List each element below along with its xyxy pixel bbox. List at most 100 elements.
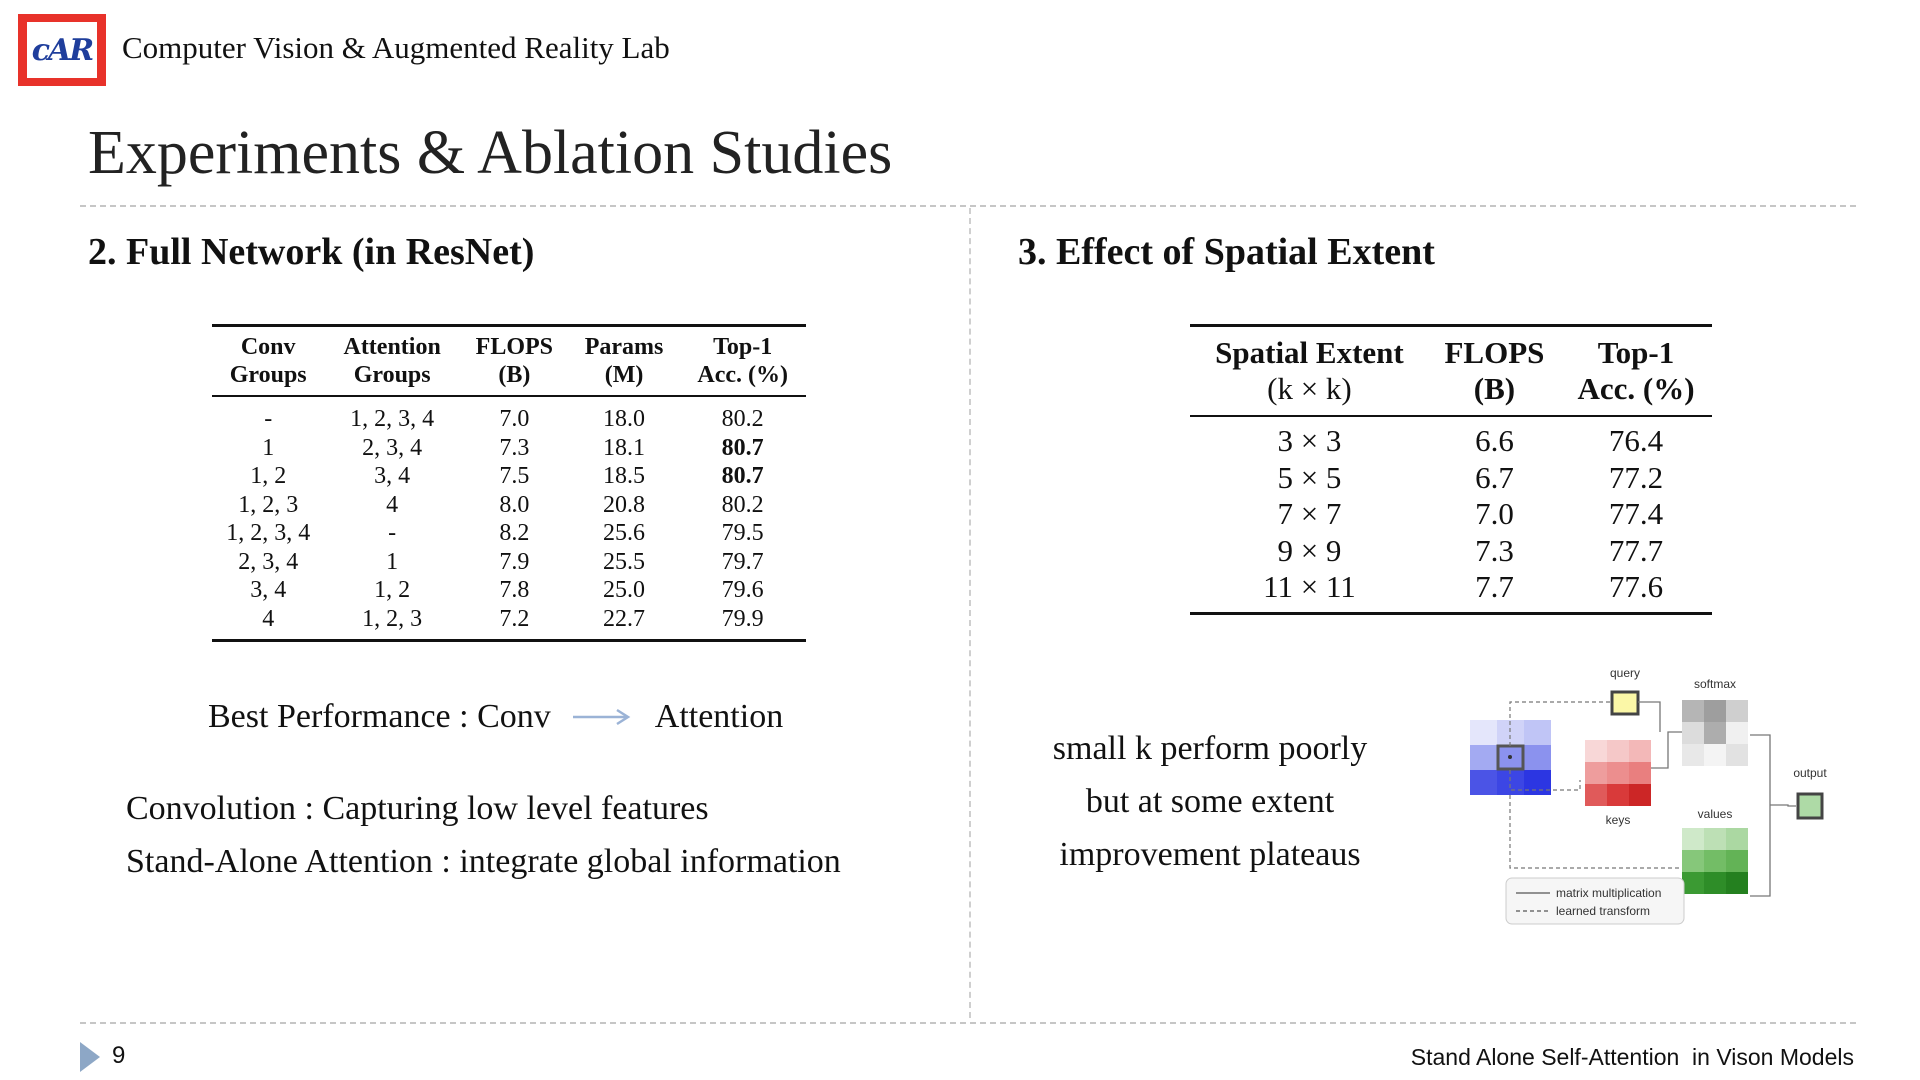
table-cell: 7.2	[459, 604, 569, 642]
table-row: - 1, 2, 3, 4 7.0 18.0 80.2	[212, 396, 806, 434]
diagram-legend: matrix multiplication learned transform	[1505, 877, 1685, 925]
table-cell: 77.6	[1560, 569, 1712, 615]
table-cell: 1, 2, 3	[324, 604, 460, 642]
header-flops: FLOPS (B)	[1428, 324, 1561, 417]
table-cell: 79.7	[721, 548, 764, 575]
page-number: 9	[112, 1042, 126, 1069]
table-cell-best: 80.7	[721, 434, 764, 461]
remark-line: improvement plateaus	[1059, 836, 1361, 873]
query-label: query	[1610, 666, 1640, 680]
footer-divider	[80, 1022, 1856, 1024]
table-cell: 7.7	[1428, 569, 1561, 615]
table-cell: 6.6	[1475, 423, 1514, 458]
table-cell: 18.0	[603, 406, 646, 432]
query-cell	[1610, 690, 1640, 716]
header-top1: Top-1 Acc. (%)	[679, 324, 806, 397]
table-cell: 7.0	[1475, 496, 1514, 531]
attention-diagram: query keys softmax values output matrix …	[1470, 666, 1827, 925]
best-performance-target: Attention	[654, 698, 784, 735]
table-cell: 3, 4	[374, 463, 411, 489]
table-cell: 80.2	[721, 491, 764, 518]
table-cell: 1, 2	[374, 577, 411, 603]
table-cell: 77.7	[1608, 532, 1664, 568]
table-row: 1, 2, 3 4 8.0 20.8 80.2	[212, 491, 806, 520]
table-cell: 20.8	[603, 491, 646, 518]
table-cell: 7.3	[1475, 532, 1514, 568]
table-cell: 7.5	[499, 463, 530, 489]
keys-label: keys	[1606, 813, 1631, 827]
table-cell: 7.0	[499, 406, 530, 432]
footer-title: Stand Alone Self-Attention in Vison Mode…	[1410, 1044, 1854, 1070]
convolution-note: Convolution : Capturing low level featur…	[126, 790, 709, 827]
output-label: output	[1793, 766, 1827, 780]
column-divider	[969, 208, 971, 1018]
table-row: 3 × 3 6.6 76.4	[1190, 416, 1712, 460]
spatial-extent-remark: small k perform poorly but at some exten…	[1000, 722, 1420, 881]
table-row: 1, 2, 3, 4 - 8.2 25.6 79.5	[212, 519, 806, 548]
footer-triangle-icon	[80, 1042, 100, 1072]
values-grid	[1682, 828, 1748, 894]
table-cell: -	[264, 406, 273, 432]
table-cell: 9 × 9	[1277, 532, 1342, 568]
table-cell: 11 × 11	[1190, 569, 1429, 615]
header-conv-groups: Conv Groups	[212, 324, 325, 397]
lab-name: Computer Vision & Augmented Reality Lab	[122, 30, 670, 65]
table-cell: 1, 2, 3, 4	[226, 520, 311, 546]
table-cell: 1	[386, 548, 399, 575]
right-arrow-icon	[572, 708, 631, 726]
table-row: 5 × 5 6.7 77.2	[1190, 460, 1712, 497]
table-cell: 77.4	[1608, 496, 1664, 531]
table-row: 7 × 7 7.0 77.4	[1190, 496, 1712, 533]
attention-note: Stand-Alone Attention : integrate global…	[126, 843, 841, 880]
table-row: 4 1, 2, 3 7.2 22.7 79.9	[212, 604, 806, 642]
spatial-extent-table: Spatial Extent (k × k) FLOPS (B) Top-1 Acc.…	[1190, 324, 1712, 615]
table-cell-best: 80.7	[721, 463, 764, 489]
table-cell: 1, 2, 3	[238, 491, 299, 518]
table-cell: 79.5	[721, 520, 764, 546]
table-row: 1 2, 3, 4 7.3 18.1 80.7	[212, 434, 806, 463]
header-spatial-extent: Spatial Extent (k × k)	[1190, 324, 1429, 417]
remark-line: but at some extent	[1085, 783, 1335, 820]
table-cell: 8.0	[499, 491, 530, 518]
learned-transform-lines	[1509, 701, 1690, 869]
table-cell: 18.1	[603, 434, 646, 461]
legend-dashed-label: learned transform	[1556, 904, 1650, 918]
slide-title: Experiments & Ablation Studies	[88, 119, 893, 187]
table-cell: 25.0	[603, 577, 646, 603]
values-label: values	[1698, 807, 1733, 821]
table-row: 9 × 9 7.3 77.7	[1190, 533, 1712, 570]
table-header-row: Spatial Extent (k × k) FLOPS (B) Top-1 Acc.…	[1190, 324, 1712, 417]
header-flops: FLOPS (B)	[459, 324, 569, 397]
table-cell: 5 × 5	[1277, 459, 1342, 495]
header-params: Params (M)	[568, 324, 680, 397]
table-cell: 79.9	[679, 604, 806, 642]
softmax-label: softmax	[1694, 677, 1736, 691]
lab-logo: cAR	[18, 14, 106, 86]
table-cell: -	[388, 520, 397, 546]
softmax-grid	[1682, 700, 1748, 766]
table-cell: 7 × 7	[1277, 496, 1342, 531]
table-cell: 2, 3, 4	[362, 434, 423, 461]
table-cell: 1	[262, 434, 275, 461]
table-cell: 4	[212, 604, 325, 642]
table-cell: 8.2	[499, 520, 530, 546]
table-cell: 1, 2	[250, 463, 287, 489]
table-cell: 3, 4	[250, 577, 287, 603]
best-performance-label: Best Performance : Conv	[208, 698, 551, 735]
table-header-row: Conv Groups Attention Groups FLOPS (B) Para…	[212, 324, 806, 397]
matmul-lines	[1638, 701, 1796, 897]
table-cell: 7.9	[499, 548, 530, 575]
table-cell: 25.5	[603, 548, 646, 575]
header-top1: Top-1 Acc. (%)	[1560, 324, 1712, 417]
table-cell: 7.8	[499, 577, 530, 603]
table-row: 11 × 11 7.7 77.6	[1190, 569, 1712, 615]
title-divider	[80, 205, 1856, 207]
table-cell: 1, 2, 3, 4	[350, 406, 435, 432]
best-performance-line: Best Performance : Conv Attention	[208, 698, 783, 736]
table-cell: 25.6	[603, 520, 646, 546]
header-attention-groups: Attention Groups	[324, 324, 460, 397]
table-cell: 18.5	[603, 463, 646, 489]
output-cell	[1796, 792, 1824, 820]
table-cell: 76.4	[1608, 423, 1664, 458]
table-row: 3, 4 1, 2 7.8 25.0 79.6	[212, 576, 806, 605]
